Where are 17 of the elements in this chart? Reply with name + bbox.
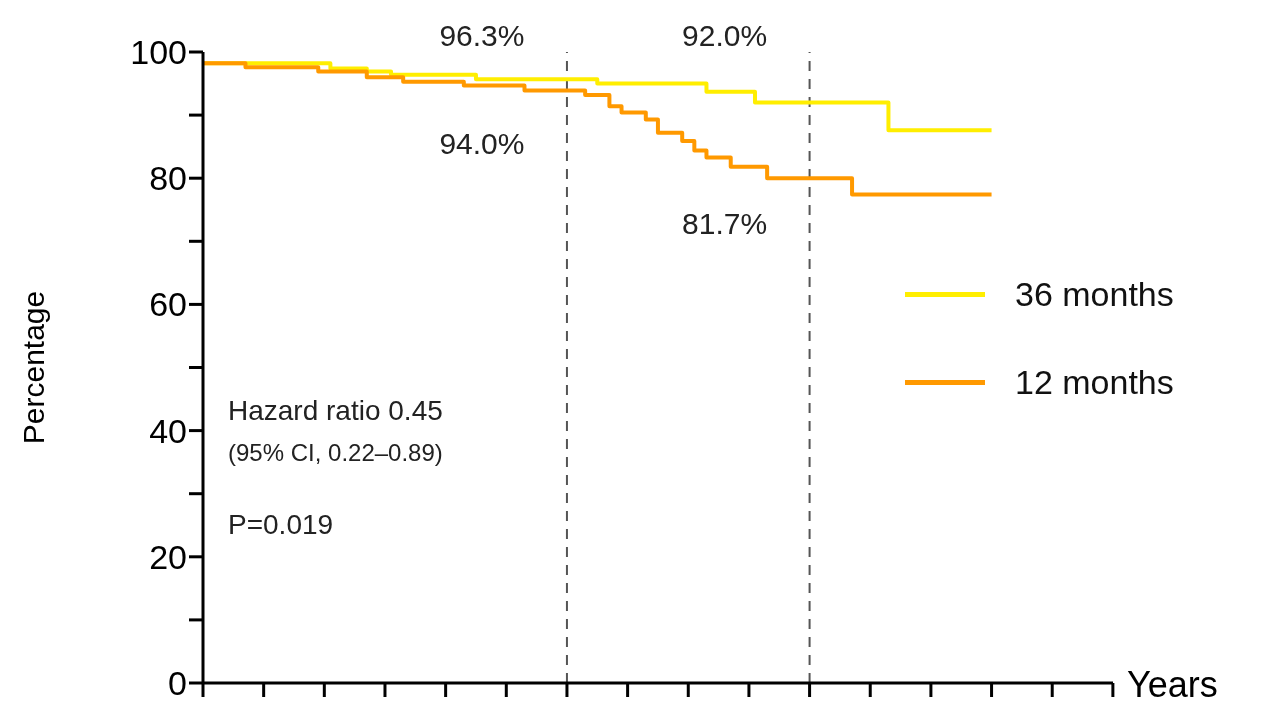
annotation: P=0.019 [228, 508, 334, 542]
annotation: (95% CI, 0.22–0.89) [228, 438, 443, 468]
y-tick-label: 20 [149, 537, 187, 576]
x-axis-title: Years [1127, 664, 1218, 705]
y-tick-label: 0 [168, 664, 187, 703]
annotation: Hazard ratio 0.45 [228, 394, 443, 428]
y-tick-label: 60 [149, 285, 187, 324]
y-tick-label: 40 [149, 411, 187, 450]
annotation: 92.0% [681, 18, 769, 54]
y-tick-label: 80 [149, 159, 187, 198]
annotation: 81.7% [681, 206, 769, 242]
annotation: 96.3% [438, 18, 526, 54]
y-tick-label: 100 [130, 33, 187, 72]
y-axis-title: Percentage [16, 290, 50, 445]
legend-label: 12 months [1015, 362, 1174, 402]
legend-label: 36 months [1015, 274, 1174, 314]
annotation: 94.0% [438, 126, 526, 162]
